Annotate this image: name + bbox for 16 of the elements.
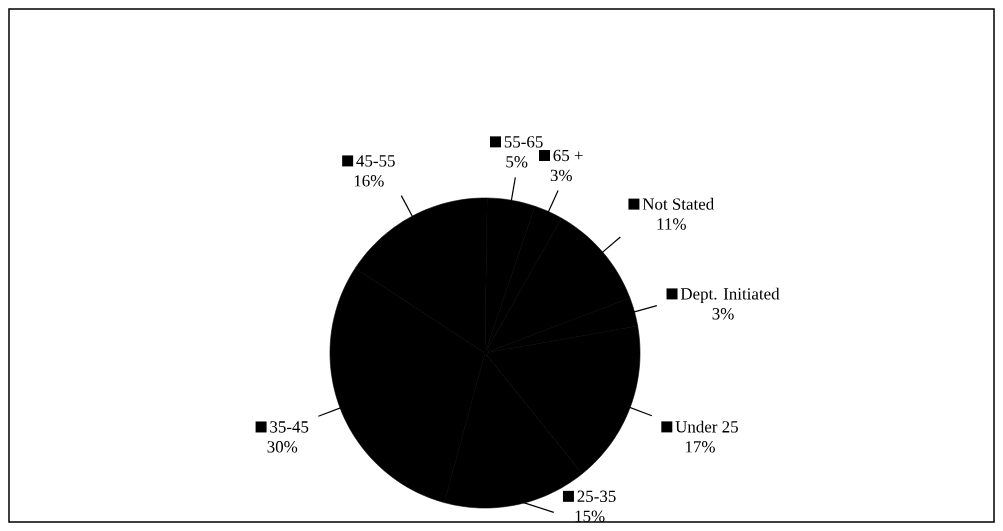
data-label: 5% [506,156,528,168]
legend-label: 45-55 [356,155,395,167]
data-label: 17% [685,441,715,453]
legend-label: 25-35 [577,490,616,503]
legend-label: 35-45 [270,421,309,433]
data-label: 3% [712,308,734,320]
legend-label: Dept. Initiated [680,287,780,304]
legend-label: 55-65 [504,136,543,148]
legend-label: 65 + [553,149,583,162]
data-label: 30% [267,441,298,453]
data-label: 11% [657,218,686,230]
data-label: 3% [550,169,572,182]
legend-label: Not Stated [642,197,715,210]
data-label: 16% [354,175,384,187]
data-label: 15% [575,510,605,522]
legend-label: Under 25 [675,420,738,433]
